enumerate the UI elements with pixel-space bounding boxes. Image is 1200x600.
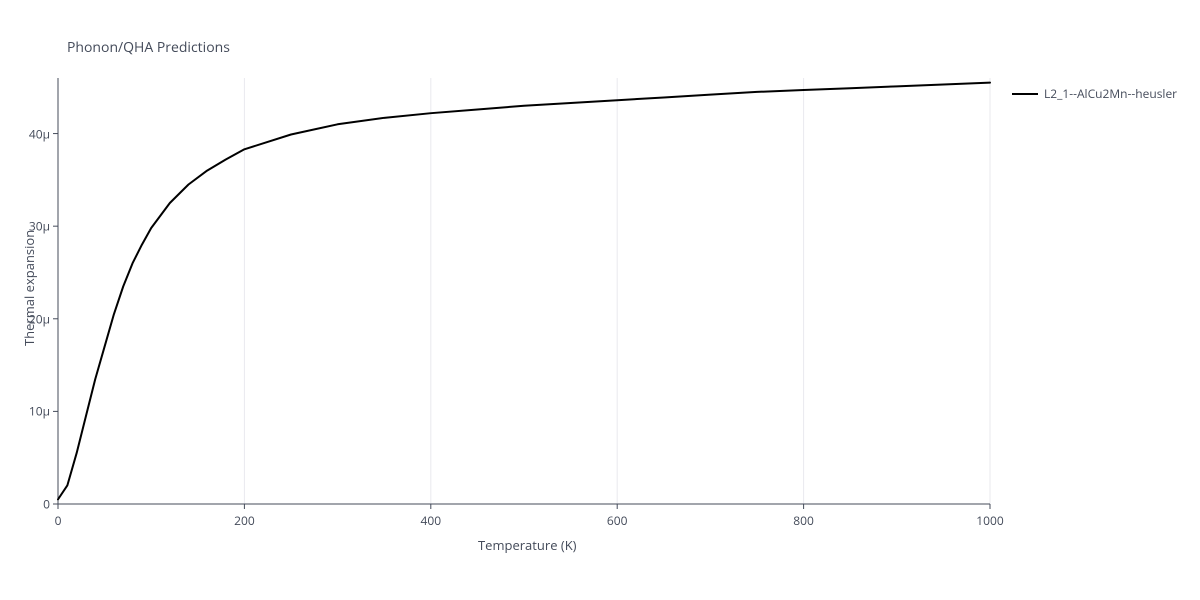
chart-container: { "chart": { "type": "line", "title": "P…	[0, 0, 1200, 600]
legend-swatch	[1012, 93, 1038, 95]
y-tick-label: 30μ	[29, 218, 50, 235]
x-tick-label: 200	[234, 512, 255, 529]
series-line	[58, 83, 990, 500]
x-axis-label: Temperature (K)	[478, 536, 577, 554]
y-tick-label: 40μ	[29, 125, 50, 142]
y-axis-label: Thermal expansion	[20, 230, 38, 346]
chart-title: Phonon/QHA Predictions	[67, 38, 230, 57]
plot-area	[48, 68, 1000, 514]
y-tick-label: 10μ	[29, 403, 50, 420]
x-tick-label: 0	[55, 512, 62, 529]
x-tick-label: 800	[793, 512, 814, 529]
x-tick-label: 1000	[976, 512, 1003, 529]
legend-label: L2_1--AlCu2Mn--heusler	[1044, 85, 1177, 102]
x-tick-label: 600	[607, 512, 628, 529]
y-tick-label: 0	[43, 496, 50, 513]
x-tick-label: 400	[421, 512, 442, 529]
legend: L2_1--AlCu2Mn--heusler	[1012, 85, 1177, 102]
y-tick-label: 20μ	[29, 310, 50, 327]
